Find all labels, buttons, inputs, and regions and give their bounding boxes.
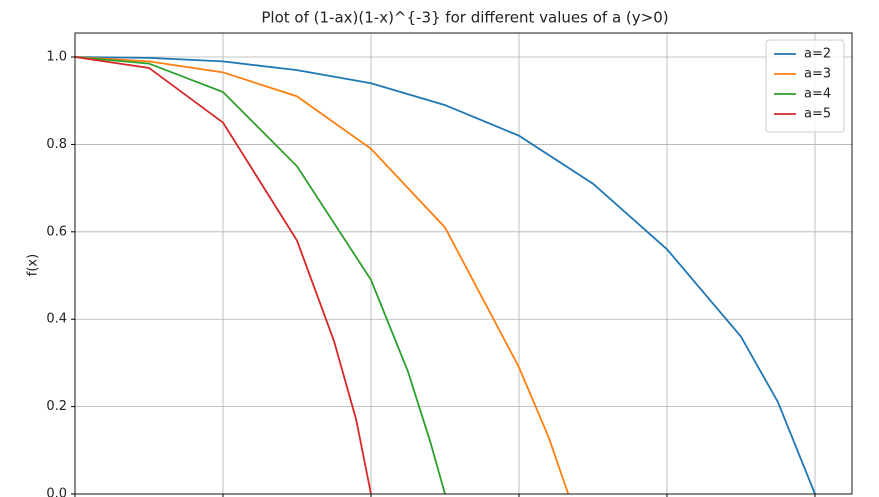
y-tick-label: 1.0 bbox=[46, 50, 67, 65]
line bbox=[74, 56, 816, 495]
y-tick-label: 0.0 bbox=[46, 487, 67, 497]
legend-label: a=3 bbox=[804, 67, 831, 82]
line bbox=[74, 56, 446, 495]
plot-frame bbox=[74, 32, 853, 495]
y-tick-label: 0.6 bbox=[46, 224, 67, 239]
legend-label: a=5 bbox=[804, 107, 831, 122]
chart-title: Plot of (1-ax)(1-x)^{-3} for different v… bbox=[261, 9, 668, 27]
line bbox=[74, 56, 372, 495]
legend: a=2 a=3 a=4 a=5 bbox=[765, 39, 845, 133]
legend-label: a=4 bbox=[804, 87, 831, 102]
y-tick-label: 0.4 bbox=[46, 312, 67, 327]
legend-label: a=2 bbox=[804, 47, 831, 62]
legend-box bbox=[765, 39, 845, 133]
y-tick-label: 0.2 bbox=[46, 399, 67, 414]
y-axis-label: f(x) bbox=[26, 254, 41, 276]
y-tick-label: 0.8 bbox=[46, 137, 67, 152]
line bbox=[74, 56, 570, 495]
